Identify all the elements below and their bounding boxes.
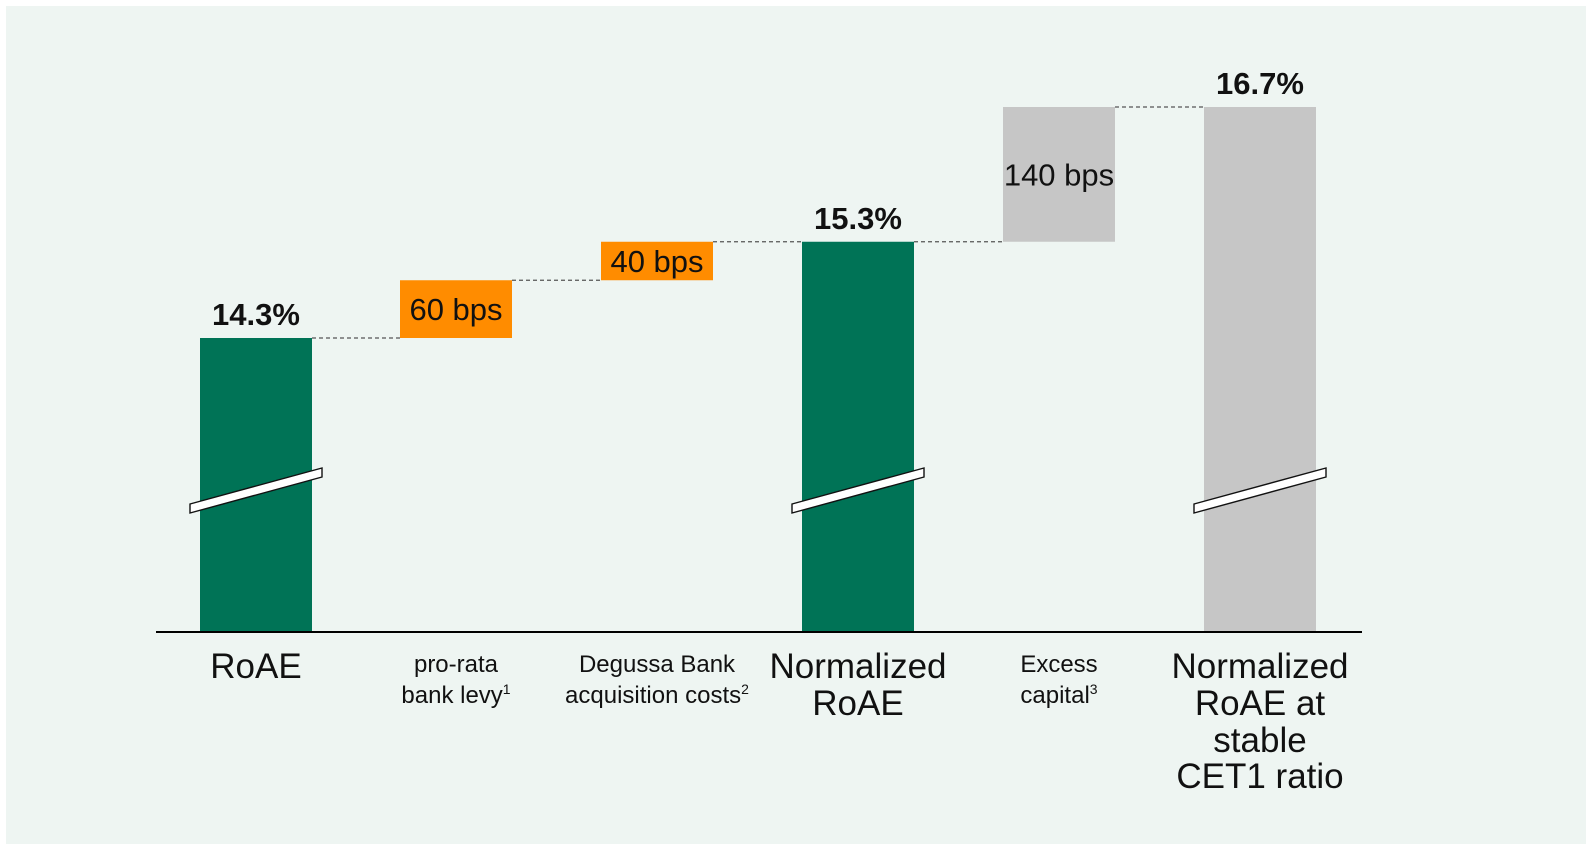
value-label-3: 15.3% bbox=[814, 201, 902, 236]
value-label-0: 14.3% bbox=[212, 297, 300, 332]
axis-break-mark-5 bbox=[1193, 467, 1327, 514]
axis-break-mark-3 bbox=[791, 467, 925, 514]
delta-bar-4 bbox=[1003, 107, 1115, 242]
total-bar-3 bbox=[802, 241, 914, 632]
category-label-4: Excess capital3 bbox=[1020, 651, 1098, 710]
value-label-5: 16.7% bbox=[1216, 66, 1304, 101]
axis-break-mark-0 bbox=[189, 467, 323, 514]
connector-lines bbox=[312, 106, 1204, 339]
bars bbox=[200, 107, 1316, 632]
value-labels: 14.3% 60 bps 40 bps 15.3% 140 bps 16.7% bbox=[212, 66, 1304, 332]
category-label-5: Normalized RoAE at stable CET1 ratio bbox=[1171, 647, 1349, 797]
waterfall-chart: 14.3% 60 bps 40 bps 15.3% 140 bps 16.7% bbox=[156, 66, 1362, 633]
category-label-2: Degussa Bank acquisition costs2 bbox=[565, 651, 749, 710]
category-label-3: Normalized RoAE bbox=[769, 647, 947, 723]
total-bar-5 bbox=[1204, 107, 1316, 632]
value-label-1: 60 bps bbox=[409, 292, 502, 327]
value-label-2: 40 bps bbox=[610, 244, 703, 279]
delta-bar-2 bbox=[601, 241, 713, 281]
value-label-4: 140 bps bbox=[1004, 157, 1114, 192]
chart-panel: 14.3% 60 bps 40 bps 15.3% 140 bps 16.7% RoAE p… bbox=[6, 6, 1586, 844]
category-label-0: RoAE bbox=[210, 647, 302, 686]
axis-break-marks bbox=[189, 467, 1327, 514]
delta-bar-1 bbox=[400, 280, 512, 338]
category-label-1: pro-rata bank levy1 bbox=[401, 651, 511, 710]
